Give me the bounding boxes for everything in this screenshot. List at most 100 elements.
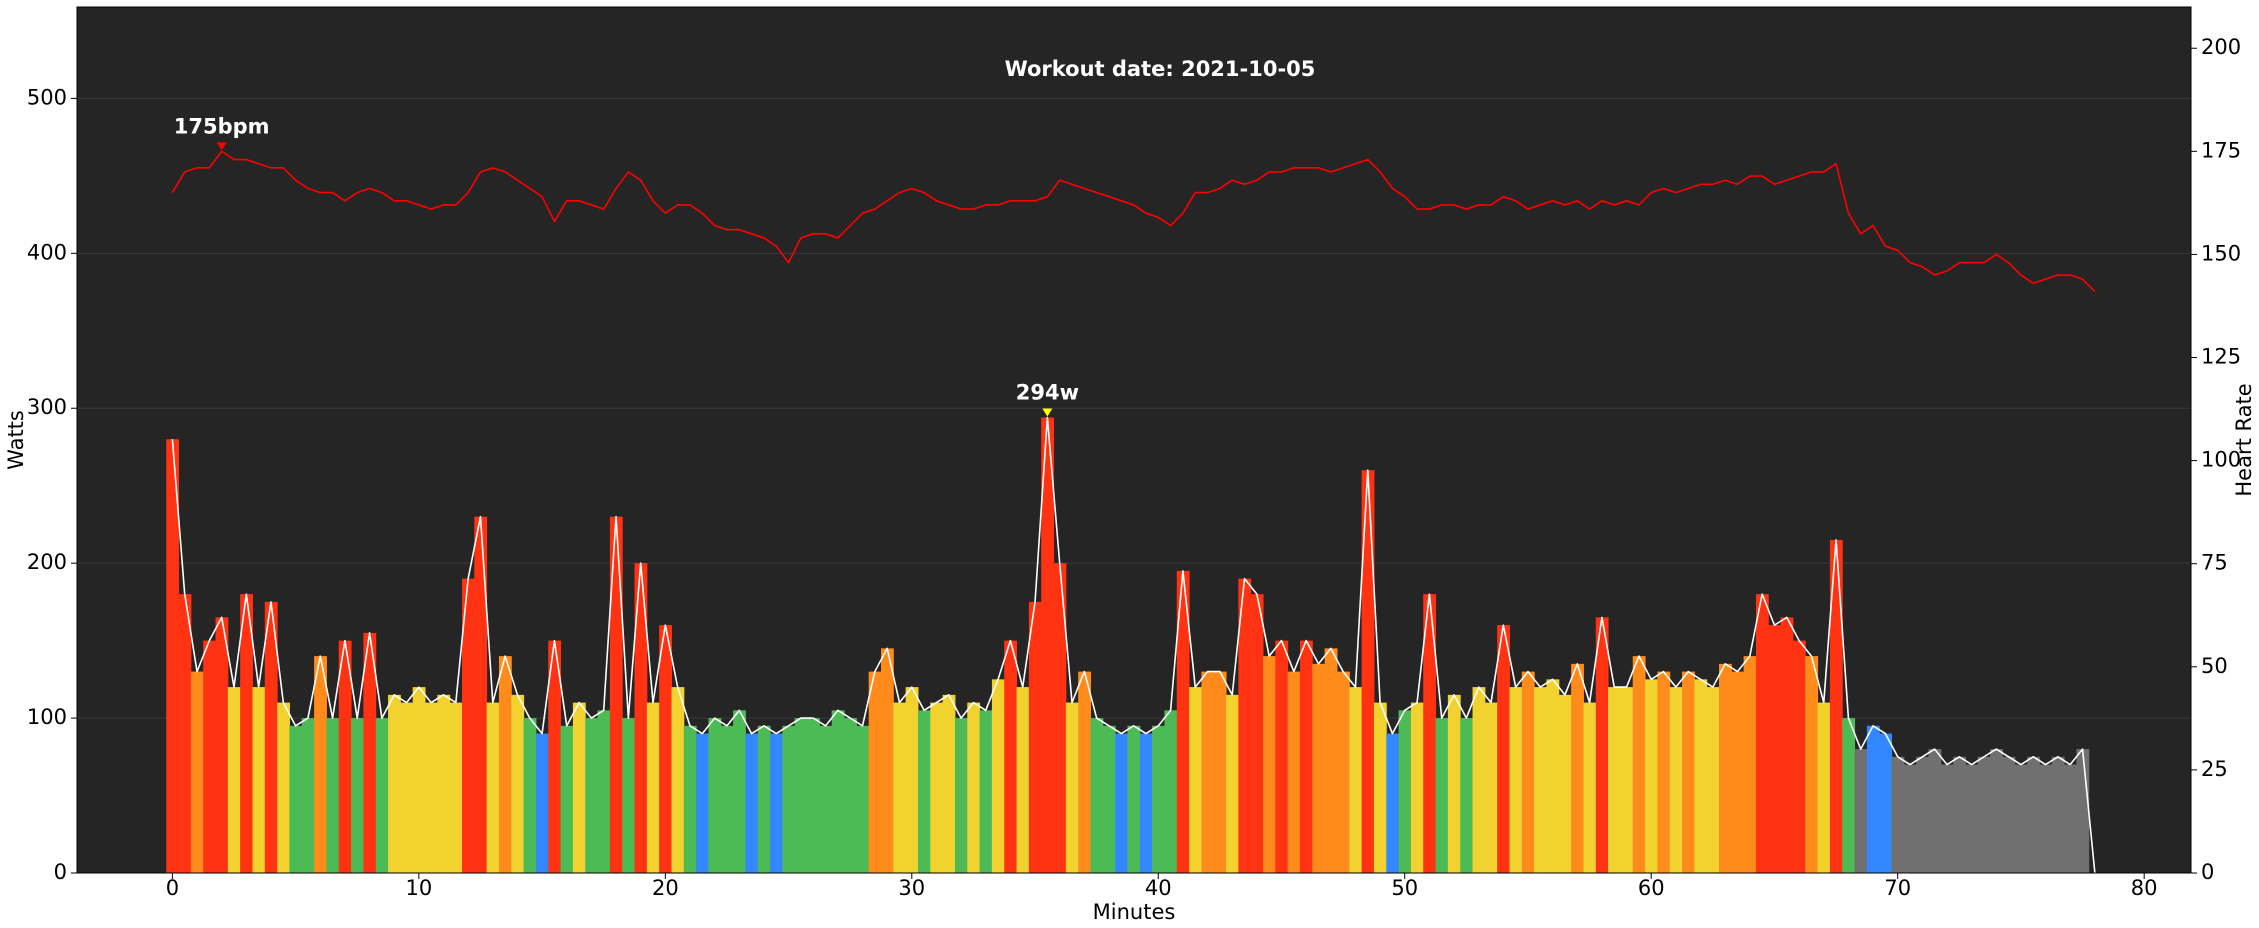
bar bbox=[1484, 702, 1498, 873]
bar bbox=[1410, 702, 1424, 873]
y2-tick-label: 75 bbox=[2201, 551, 2228, 575]
bar bbox=[720, 725, 734, 873]
y2-tick-label: 50 bbox=[2201, 654, 2228, 678]
x-tick-label: 80 bbox=[2131, 876, 2158, 900]
bar bbox=[301, 718, 315, 873]
bar bbox=[1312, 663, 1326, 873]
bar bbox=[1250, 594, 1264, 873]
x-tick-label: 30 bbox=[898, 876, 925, 900]
bar bbox=[1189, 687, 1202, 873]
bar bbox=[622, 718, 636, 873]
bar bbox=[289, 725, 303, 873]
bar bbox=[1386, 733, 1400, 873]
bar bbox=[1706, 687, 1720, 873]
bar bbox=[844, 718, 857, 873]
bar bbox=[880, 648, 894, 873]
annotation-marker bbox=[1042, 408, 1053, 417]
bar bbox=[1373, 702, 1387, 873]
bar bbox=[1632, 656, 1646, 873]
bar bbox=[1916, 756, 1930, 873]
bar bbox=[979, 710, 993, 873]
bar bbox=[1669, 687, 1683, 873]
bar bbox=[178, 594, 192, 873]
bar bbox=[1657, 671, 1671, 873]
bar bbox=[609, 516, 623, 873]
y-tick-label: 0 bbox=[54, 860, 67, 884]
bar bbox=[240, 594, 253, 873]
bar bbox=[425, 702, 438, 873]
bar bbox=[856, 725, 870, 873]
bar bbox=[252, 687, 266, 873]
bar bbox=[1435, 718, 1449, 873]
bar bbox=[2051, 756, 2065, 873]
bar bbox=[770, 733, 783, 873]
bar bbox=[1139, 733, 1153, 873]
bar bbox=[548, 640, 562, 873]
bar bbox=[1743, 656, 1757, 873]
y-axis-label: Watts bbox=[4, 410, 28, 470]
y-tick-label: 400 bbox=[27, 240, 67, 264]
bar bbox=[1990, 749, 2003, 873]
bar bbox=[498, 656, 512, 873]
bar bbox=[893, 702, 907, 873]
bar bbox=[757, 725, 771, 873]
bar bbox=[1645, 679, 1658, 873]
x-tick-label: 70 bbox=[1884, 876, 1911, 900]
bar bbox=[807, 718, 820, 873]
y2-axis-label: Heart Rate bbox=[2232, 383, 2256, 496]
y-tick-label: 200 bbox=[27, 550, 67, 574]
bar bbox=[1558, 694, 1572, 873]
y2-tick-label: 150 bbox=[2201, 241, 2241, 265]
bar bbox=[166, 439, 180, 873]
bar bbox=[1977, 756, 1991, 873]
bar bbox=[523, 718, 537, 873]
bar bbox=[1324, 648, 1338, 873]
bar bbox=[190, 671, 204, 873]
bar bbox=[203, 640, 217, 873]
bar bbox=[535, 733, 549, 873]
y-tick-label: 100 bbox=[27, 705, 67, 729]
bar bbox=[1152, 725, 1165, 873]
y-tick-label: 300 bbox=[27, 395, 67, 419]
bar bbox=[1521, 671, 1535, 873]
bar bbox=[1028, 601, 1042, 873]
bar bbox=[560, 725, 574, 873]
bar bbox=[917, 710, 931, 873]
bar bbox=[930, 702, 944, 873]
bar bbox=[831, 710, 845, 873]
bar bbox=[1164, 710, 1178, 873]
bar bbox=[1472, 687, 1486, 873]
bar bbox=[967, 702, 981, 873]
bar bbox=[1213, 671, 1227, 873]
bar bbox=[1509, 687, 1523, 873]
annotation: 294w bbox=[1016, 381, 1079, 405]
bar bbox=[400, 702, 414, 873]
bar bbox=[733, 710, 746, 873]
bar bbox=[1866, 725, 1880, 873]
bar bbox=[1447, 694, 1461, 873]
bar bbox=[1817, 702, 1831, 873]
bar bbox=[1534, 687, 1547, 873]
y2-tick-label: 125 bbox=[2201, 345, 2241, 369]
bar bbox=[634, 563, 648, 873]
bar bbox=[1829, 539, 1843, 873]
bar bbox=[1879, 733, 1893, 873]
bar bbox=[794, 718, 808, 873]
bar bbox=[1928, 749, 1942, 873]
bar bbox=[1583, 702, 1597, 873]
bar bbox=[2002, 756, 2016, 873]
bar bbox=[1016, 687, 1030, 873]
bar bbox=[1287, 671, 1301, 873]
bar bbox=[1127, 725, 1141, 873]
bar bbox=[819, 725, 833, 873]
annotation: 175bpm bbox=[174, 114, 270, 138]
bar bbox=[264, 601, 278, 873]
bar bbox=[696, 733, 709, 873]
bar bbox=[2027, 756, 2040, 873]
bar bbox=[1361, 470, 1375, 873]
bar bbox=[449, 702, 463, 873]
bar bbox=[388, 694, 401, 873]
bar bbox=[1275, 640, 1289, 873]
x-tick-label: 10 bbox=[405, 876, 432, 900]
